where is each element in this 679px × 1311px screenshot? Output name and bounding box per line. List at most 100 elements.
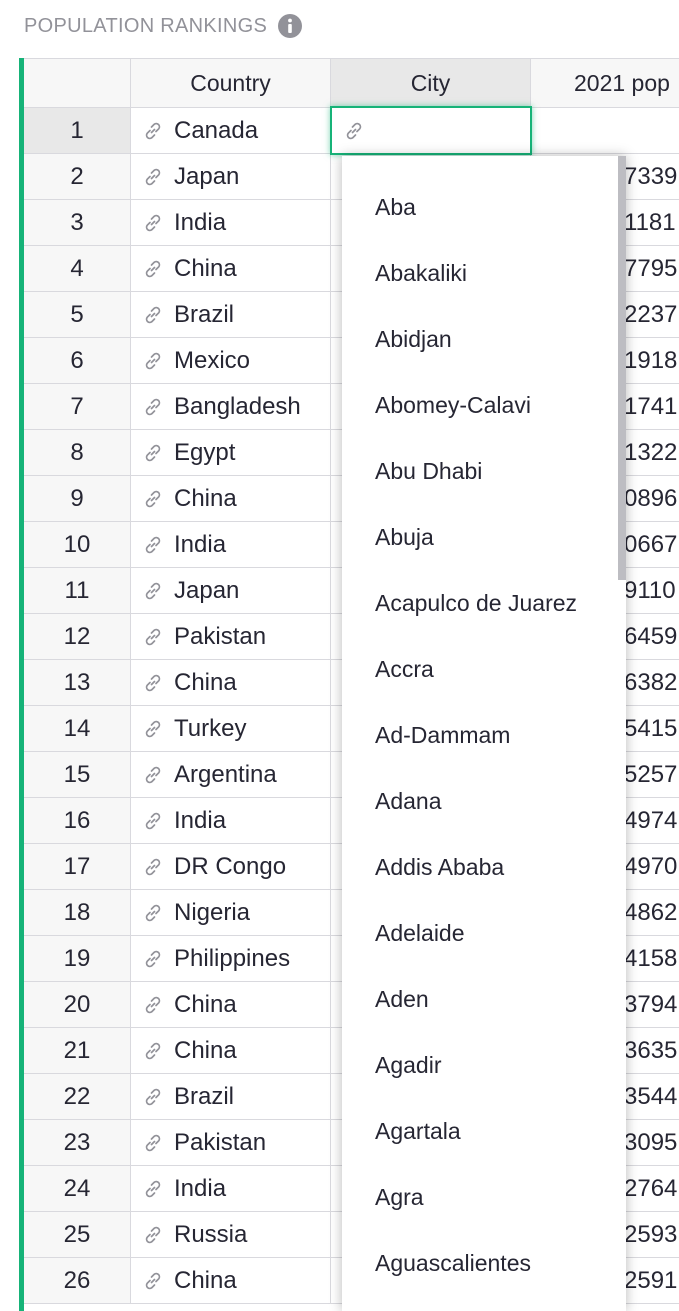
link-icon	[141, 947, 165, 971]
row-number[interactable]: 2	[24, 154, 131, 200]
country-cell[interactable]: Nigeria	[131, 890, 331, 936]
row-number[interactable]: 15	[24, 752, 131, 798]
country-cell[interactable]: Japan	[131, 154, 331, 200]
country-cell[interactable]: Canada	[131, 108, 331, 154]
pop-cell[interactable]	[531, 108, 679, 154]
country-cell[interactable]: India	[131, 200, 331, 246]
row-number[interactable]: 9	[24, 476, 131, 522]
dropdown-option[interactable]: Adana	[375, 788, 442, 814]
country-cell[interactable]: China	[131, 1258, 331, 1304]
country-cell[interactable]: Bangladesh	[131, 384, 331, 430]
row-number-header[interactable]	[24, 58, 131, 108]
dropdown-scrollbar[interactable]	[618, 156, 626, 580]
country-cell[interactable]: Argentina	[131, 752, 331, 798]
country-cell[interactable]: Philippines	[131, 936, 331, 982]
row-number[interactable]: 20	[24, 982, 131, 1028]
city-autocomplete-dropdown[interactable]: Aba Abakaliki Abidjan Abomey-Calavi Abu Dhab…	[342, 156, 626, 1311]
row-number[interactable]: 19	[24, 936, 131, 982]
link-icon	[141, 395, 165, 419]
country-cell[interactable]: India	[131, 522, 331, 568]
table-row: 12 Pakistan 6459	[24, 614, 679, 660]
row-number[interactable]: 22	[24, 1074, 131, 1120]
row-number[interactable]: 16	[24, 798, 131, 844]
country-cell[interactable]: Egypt	[131, 430, 331, 476]
dropdown-option[interactable]: Aden	[375, 986, 429, 1012]
row-number[interactable]: 25	[24, 1212, 131, 1258]
country-cell[interactable]: Brazil	[131, 292, 331, 338]
dropdown-option[interactable]: Abomey-Calavi	[375, 392, 531, 418]
dropdown-option[interactable]: Ad-Dammam	[375, 722, 511, 748]
country-cell[interactable]: Pakistan	[131, 614, 331, 660]
pop-cell[interactable]: 6382	[531, 660, 679, 706]
country-cell[interactable]: India	[131, 1166, 331, 1212]
row-number[interactable]: 1	[24, 108, 131, 154]
dropdown-option[interactable]: Abuja	[375, 524, 434, 550]
column-header-2021-pop[interactable]: 2021 pop	[531, 58, 679, 108]
country-value: India	[174, 208, 227, 236]
country-cell[interactable]: Turkey	[131, 706, 331, 752]
city-active-cell[interactable]	[330, 106, 532, 155]
column-header-city[interactable]: City	[331, 58, 531, 108]
row-number[interactable]: 8	[24, 430, 131, 476]
country-value: Mexico	[174, 346, 251, 374]
country-value: Argentina	[174, 760, 277, 788]
table-row: 25 Russia 2593	[24, 1212, 679, 1258]
dropdown-option[interactable]: Acapulco de Juarez	[375, 590, 578, 616]
row-number[interactable]: 21	[24, 1028, 131, 1074]
row-number[interactable]: 17	[24, 844, 131, 890]
dropdown-option[interactable]: Accra	[375, 656, 434, 682]
dropdown-option[interactable]: Aguascalientes	[375, 1250, 531, 1276]
link-icon	[141, 165, 165, 189]
dropdown-option[interactable]: Agadir	[375, 1052, 442, 1078]
dropdown-option[interactable]: Agartala	[375, 1118, 461, 1144]
country-cell[interactable]: China	[131, 660, 331, 706]
dropdown-option[interactable]: Addis Ababa	[375, 854, 505, 880]
row-number[interactable]: 13	[24, 660, 131, 706]
link-icon	[141, 625, 165, 649]
link-icon	[141, 579, 165, 603]
row-number[interactable]: 3	[24, 200, 131, 246]
row-number[interactable]: 26	[24, 1258, 131, 1304]
country-cell[interactable]: Brazil	[131, 1074, 331, 1120]
info-icon[interactable]	[277, 13, 303, 39]
row-number[interactable]: 18	[24, 890, 131, 936]
dropdown-option[interactable]: Abakaliki	[375, 260, 468, 286]
link-icon	[141, 487, 165, 511]
row-number[interactable]: 23	[24, 1120, 131, 1166]
row-number[interactable]: 14	[24, 706, 131, 752]
country-value: India	[174, 806, 227, 834]
dropdown-option[interactable]: Agra	[375, 1184, 424, 1210]
active-section-indicator	[19, 58, 24, 1311]
link-icon	[141, 809, 165, 833]
row-number[interactable]: 5	[24, 292, 131, 338]
column-header-country[interactable]: Country	[131, 58, 331, 108]
row-number[interactable]: 11	[24, 568, 131, 614]
row-number[interactable]: 24	[24, 1166, 131, 1212]
country-cell[interactable]: China	[131, 476, 331, 522]
country-cell[interactable]: DR Congo	[131, 844, 331, 890]
pop-cell[interactable]: 2764	[531, 1166, 679, 1212]
dropdown-option[interactable]: Abidjan	[375, 326, 452, 352]
country-cell[interactable]: Mexico	[131, 338, 331, 384]
country-value: China	[174, 1036, 237, 1064]
country-cell[interactable]: China	[131, 246, 331, 292]
country-cell[interactable]: China	[131, 1028, 331, 1074]
row-number[interactable]: 7	[24, 384, 131, 430]
dropdown-option[interactable]: Aba	[375, 194, 416, 220]
country-cell[interactable]: Pakistan	[131, 1120, 331, 1166]
country-value: China	[174, 254, 237, 282]
table-row: 11 Japan 9110	[24, 568, 679, 614]
country-cell[interactable]: China	[131, 982, 331, 1028]
country-cell[interactable]: Japan	[131, 568, 331, 614]
dropdown-option[interactable]: Adelaide	[375, 920, 465, 946]
row-number[interactable]: 10	[24, 522, 131, 568]
table-row: 10 India 0667	[24, 522, 679, 568]
dropdown-option[interactable]: Abu Dhabi	[375, 458, 483, 484]
pop-cell[interactable]: 4974	[531, 798, 679, 844]
country-cell[interactable]: Russia	[131, 1212, 331, 1258]
pop-cell[interactable]: 6459	[531, 614, 679, 660]
row-number[interactable]: 4	[24, 246, 131, 292]
row-number[interactable]: 12	[24, 614, 131, 660]
country-cell[interactable]: India	[131, 798, 331, 844]
row-number[interactable]: 6	[24, 338, 131, 384]
